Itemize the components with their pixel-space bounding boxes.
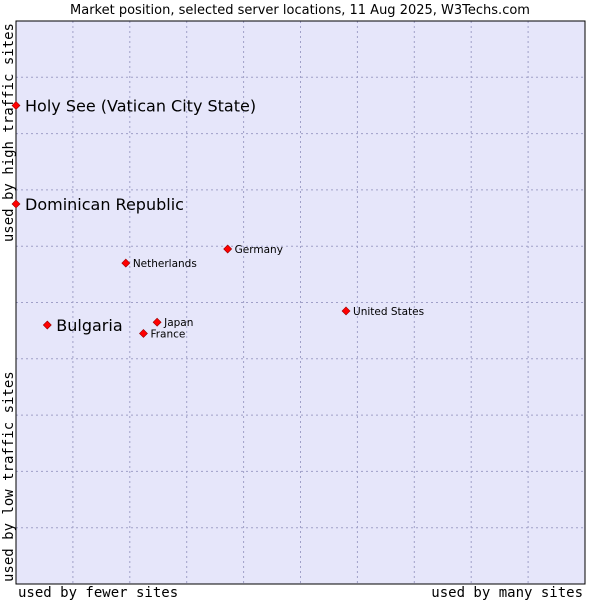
data-point: France <box>139 328 185 340</box>
data-point: Bulgaria <box>42 316 123 335</box>
point-marker <box>121 258 131 268</box>
point-label: United States <box>353 306 424 318</box>
point-marker <box>152 317 162 327</box>
x-axis-label-left: used by fewer sites <box>18 585 178 600</box>
data-point: Germany <box>223 244 283 256</box>
data-point: United States <box>341 306 424 318</box>
point-label: Japan <box>163 317 193 329</box>
chart-title: Market position, selected server locatio… <box>70 3 530 18</box>
point-label: Holy See (Vatican City State) <box>25 96 256 115</box>
grid-lines <box>16 21 585 584</box>
point-marker <box>139 329 148 338</box>
data-point: Netherlands <box>121 258 197 270</box>
data-point: Japan <box>152 317 193 329</box>
point-label: Netherlands <box>133 258 197 270</box>
point-marker <box>42 320 52 330</box>
point-label: Bulgaria <box>56 316 122 335</box>
data-point: Holy See (Vatican City State) <box>11 96 256 115</box>
point-marker <box>223 244 233 254</box>
y-axis-label-top: used by high traffic sites <box>1 23 17 242</box>
y-axis-label-bottom: used by low traffic sites <box>1 371 17 582</box>
point-label: Dominican Republic <box>25 195 184 214</box>
data-points: Holy See (Vatican City State) Dominican R… <box>11 96 424 340</box>
point-marker <box>11 199 21 209</box>
point-marker <box>341 306 351 316</box>
plot-frame <box>15 20 586 585</box>
point-marker <box>11 101 21 110</box>
data-point: Dominican Republic <box>11 195 184 214</box>
point-label: Germany <box>235 244 283 256</box>
point-label: France <box>150 328 185 340</box>
x-axis-label-right: used by many sites <box>431 585 583 600</box>
